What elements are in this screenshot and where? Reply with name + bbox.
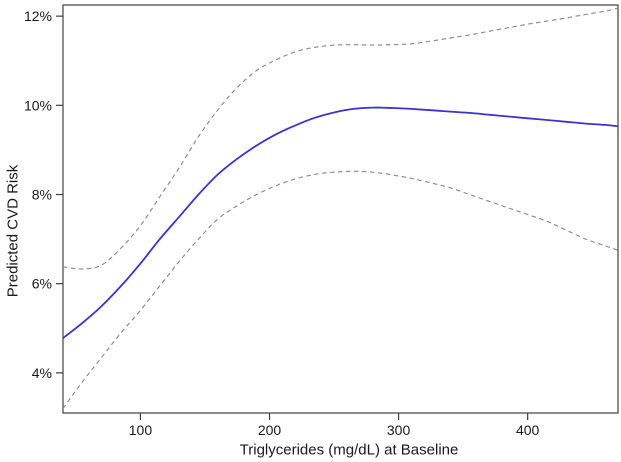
- y-tick-label: 8%: [32, 187, 52, 203]
- y-tick-label: 12%: [24, 8, 52, 24]
- y-tick-label: 6%: [32, 276, 52, 292]
- x-axis-label: Triglycerides (mg/dL) at Baseline: [239, 441, 459, 459]
- lower-confidence-limit-line: [62, 170, 619, 409]
- upper-confidence-limit-line: [62, 7, 619, 270]
- x-tick-label: 300: [387, 422, 411, 438]
- y-tick-label: 4%: [32, 365, 52, 381]
- y-axis-label: Predicted CVD Risk: [4, 164, 22, 298]
- x-tick-label: 100: [129, 422, 153, 438]
- x-tick-label: 200: [258, 422, 282, 438]
- y-tick-label: 10%: [24, 97, 52, 113]
- x-tick-label: 400: [516, 422, 540, 438]
- plot-frame: [62, 4, 619, 414]
- predicted-cvd-risk-line: [62, 106, 619, 339]
